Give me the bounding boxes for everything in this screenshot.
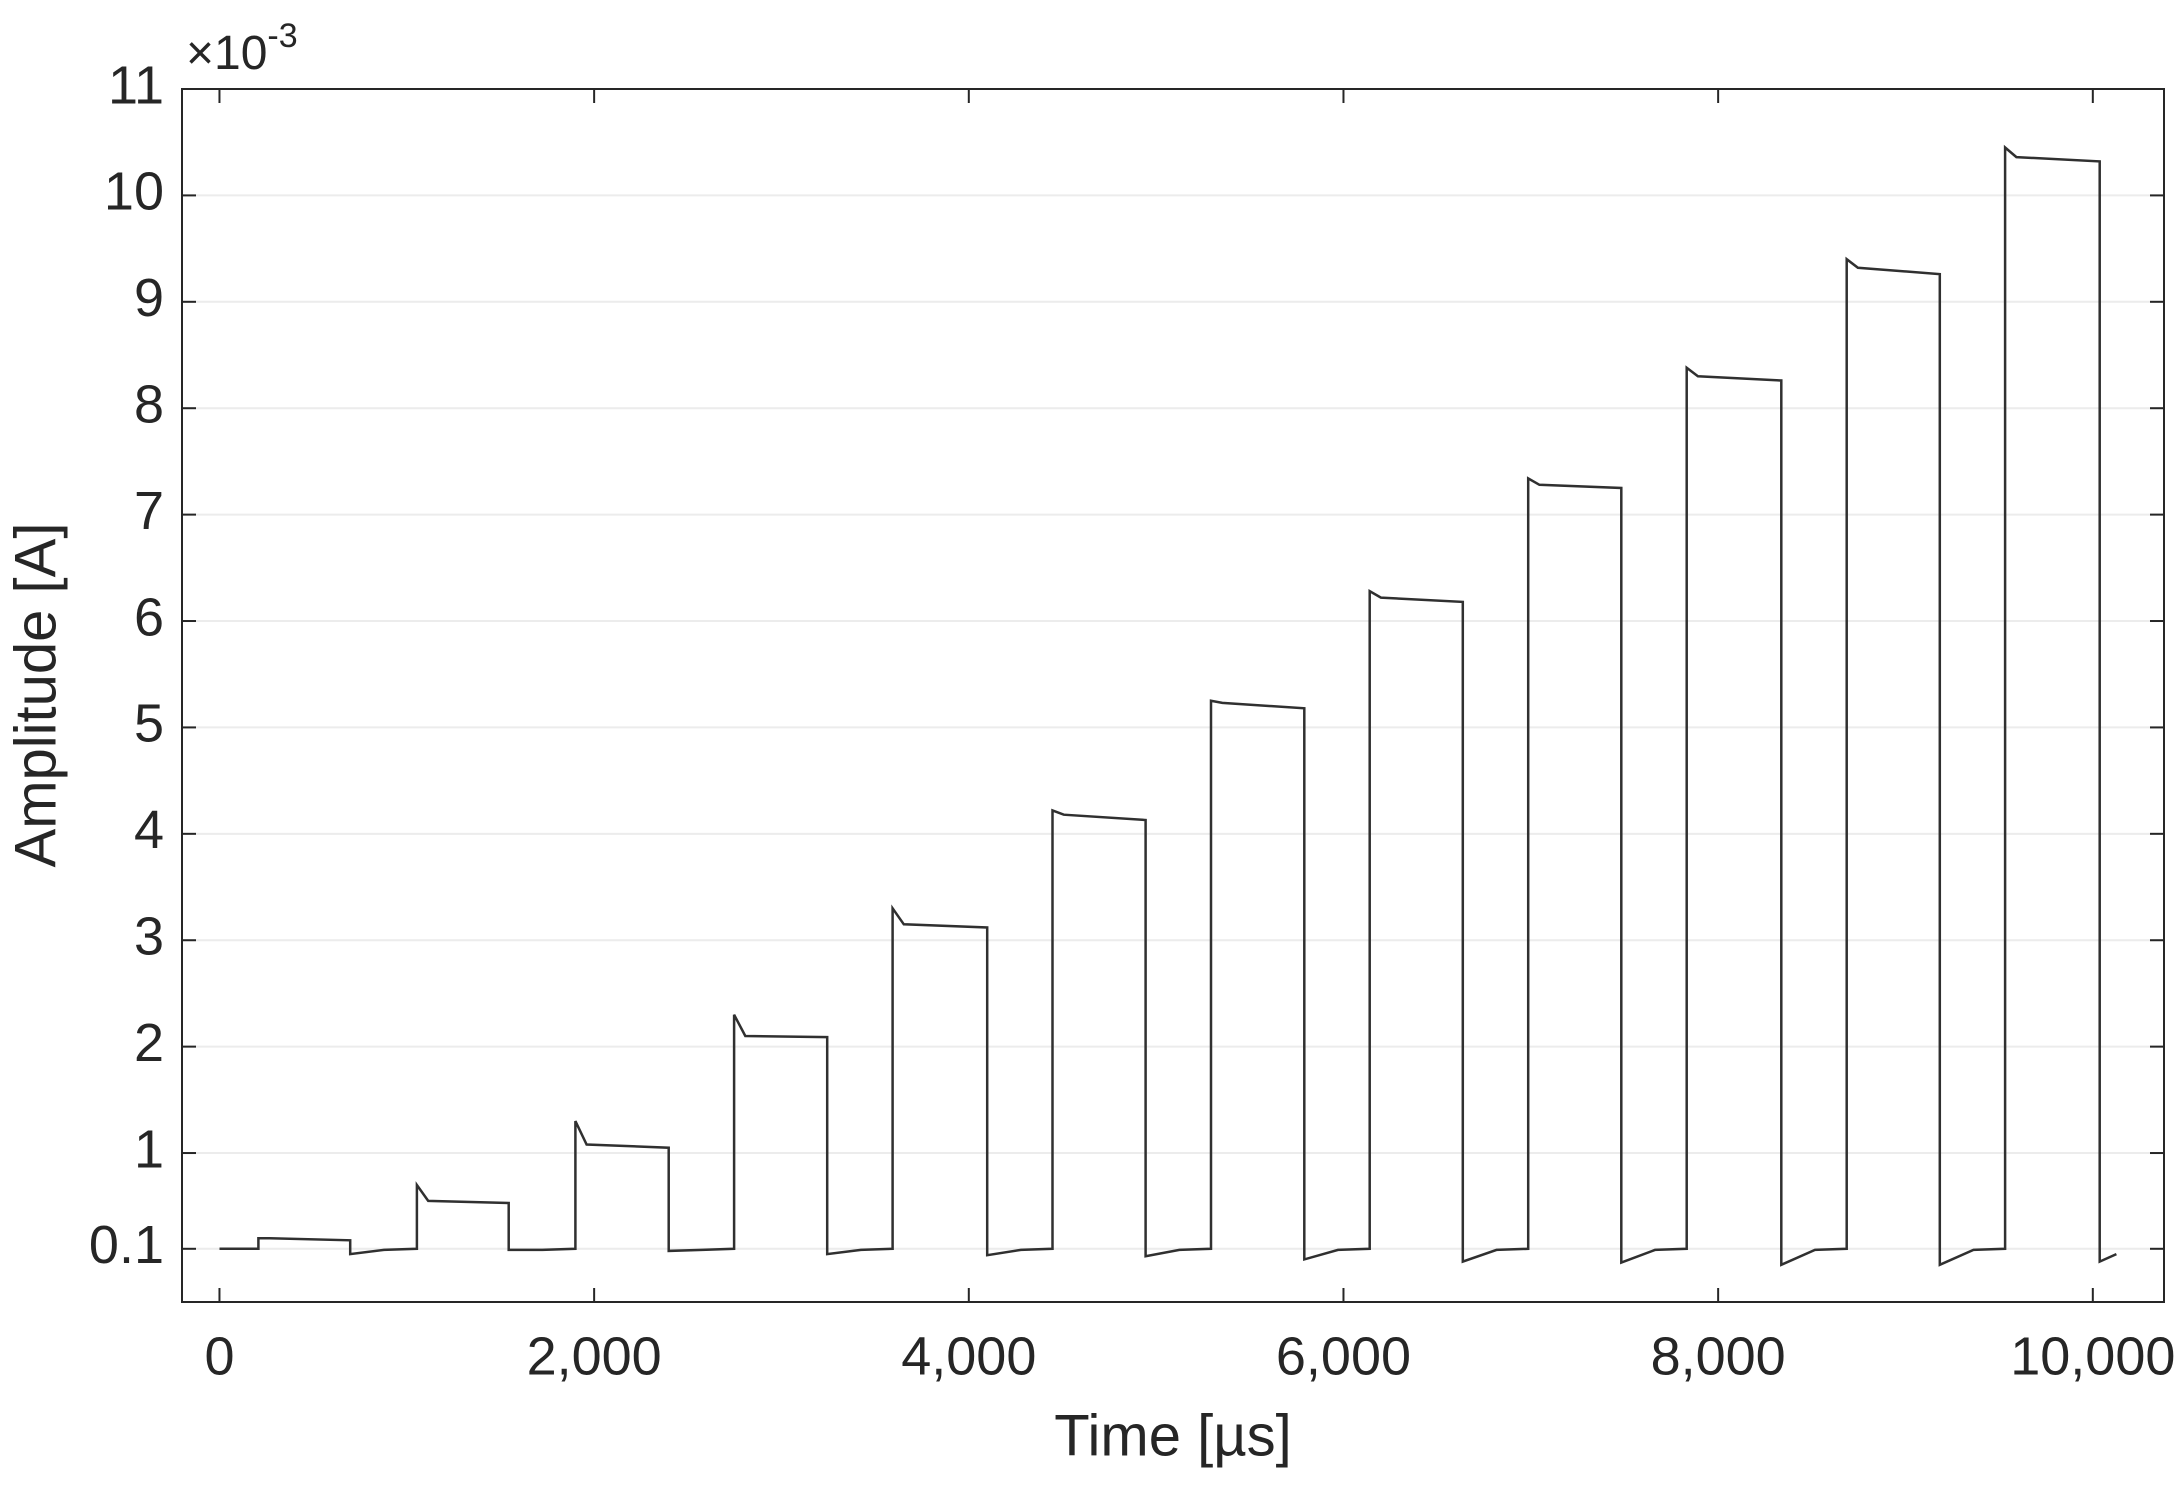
y-tick-label: 0.1 xyxy=(89,1215,164,1275)
x-tick-label: 6,000 xyxy=(1276,1326,1411,1386)
y-tick-label: 10 xyxy=(104,162,164,222)
signal-line xyxy=(219,144,2117,1267)
y-tick-label: 7 xyxy=(134,481,164,541)
y-tick-label: 4 xyxy=(134,800,164,860)
x-tick-label: 4,000 xyxy=(901,1326,1036,1386)
y-multiplier-base: ×10 xyxy=(186,27,267,80)
y-tick-label: 8 xyxy=(134,374,164,434)
y-tick-label: 5 xyxy=(134,694,164,754)
y-multiplier: ×10-3 xyxy=(186,17,298,80)
y-tick-label: 9 xyxy=(134,268,164,328)
x-tick-label: 0 xyxy=(204,1326,234,1386)
x-tick-label: 2,000 xyxy=(527,1326,662,1386)
y-axis-title: Amplitude [A] xyxy=(3,523,68,868)
y-tick-label: 1 xyxy=(134,1119,164,1179)
plot-frame xyxy=(181,88,2165,1303)
x-axis-title: Time [µs] xyxy=(1054,1403,1292,1468)
x-tick-label: 10,000 xyxy=(2010,1326,2175,1386)
y-tick-label: 2 xyxy=(134,1013,164,1073)
y-multiplier-exponent: -3 xyxy=(267,17,297,55)
y-tick-label: 3 xyxy=(134,906,164,966)
y-tick-label: 11 xyxy=(108,55,164,115)
x-tick-label: 8,000 xyxy=(1651,1326,1786,1386)
y-tick-label: 6 xyxy=(134,587,164,647)
